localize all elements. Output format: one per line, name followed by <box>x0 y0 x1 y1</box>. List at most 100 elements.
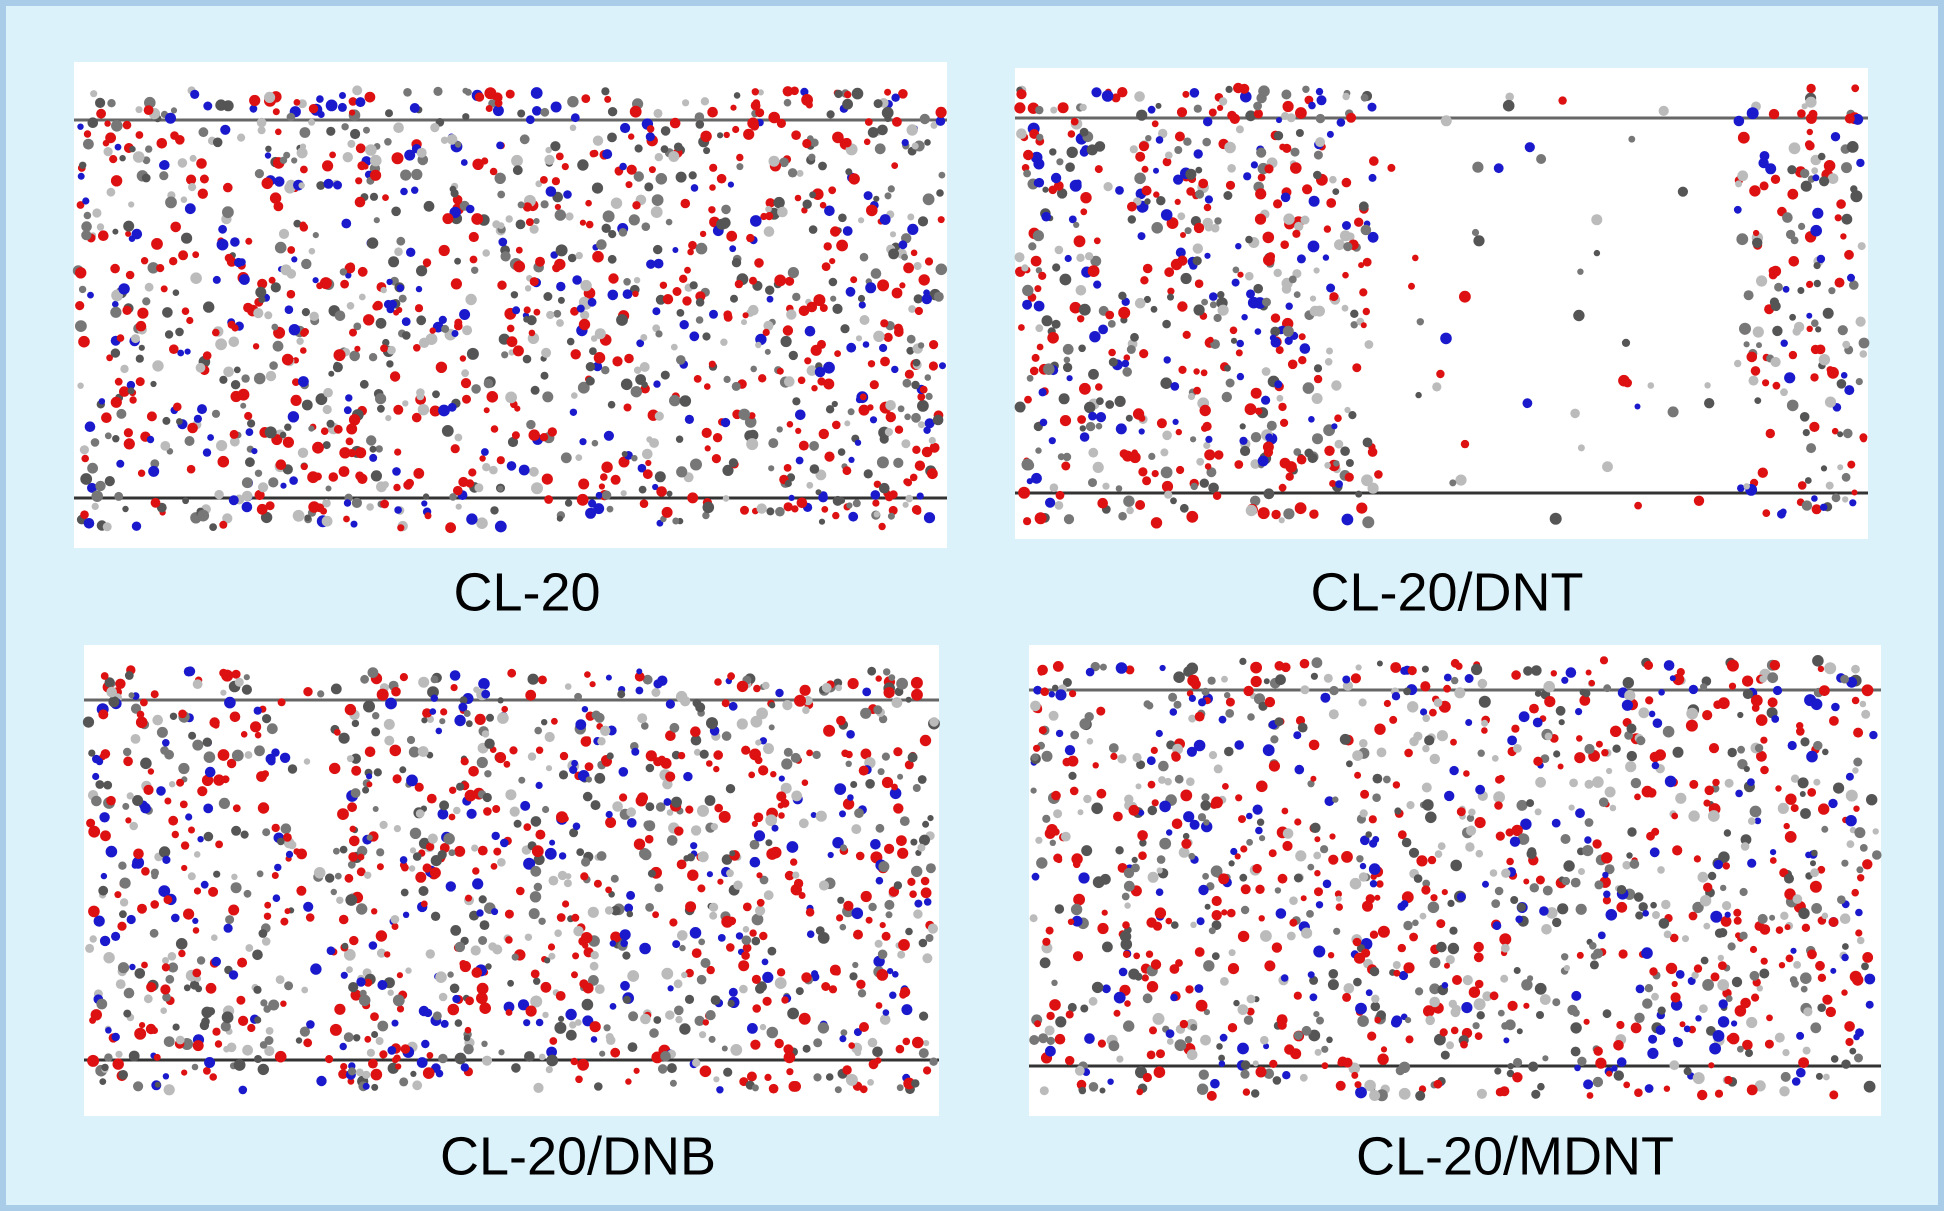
atom <box>1182 832 1190 840</box>
atom <box>1629 859 1640 869</box>
atom <box>1811 903 1822 914</box>
atom <box>826 110 835 119</box>
atom <box>146 982 157 993</box>
atom <box>1854 827 1866 839</box>
atom <box>404 149 416 161</box>
atom <box>1770 301 1781 312</box>
atom <box>868 902 877 912</box>
atom <box>1199 404 1211 417</box>
atom <box>540 107 550 117</box>
atom <box>460 757 469 766</box>
atom <box>1168 692 1178 702</box>
atom <box>589 1021 601 1033</box>
atom <box>1825 481 1834 490</box>
atom <box>904 413 911 421</box>
atom <box>1368 173 1377 182</box>
atom <box>1772 381 1781 390</box>
atom <box>1790 236 1799 245</box>
atom <box>370 470 382 482</box>
atom <box>1055 1016 1067 1028</box>
atom <box>158 885 171 897</box>
atom <box>1806 128 1814 136</box>
atom <box>1293 1031 1303 1040</box>
atom <box>512 306 521 315</box>
panel-label: CL-20/MDNT <box>1356 1126 1674 1186</box>
atom <box>1759 675 1767 683</box>
atom <box>402 400 409 407</box>
atom <box>721 915 734 928</box>
atom <box>1227 1022 1238 1033</box>
atom <box>476 982 489 995</box>
atom <box>1739 322 1751 335</box>
panel-label: CL-20/DNB <box>440 1126 716 1186</box>
atom <box>458 702 468 712</box>
atom <box>620 980 630 991</box>
atom <box>1415 391 1422 399</box>
atom <box>570 1057 579 1066</box>
atom <box>749 856 761 868</box>
atom <box>1841 1059 1851 1069</box>
atom <box>449 983 460 994</box>
atom <box>1754 743 1764 753</box>
atom <box>95 480 106 492</box>
atom <box>1337 1059 1345 1067</box>
atom <box>379 820 388 830</box>
atom <box>1061 461 1071 471</box>
atom <box>532 106 542 116</box>
atom <box>917 421 925 429</box>
atom <box>596 239 607 250</box>
atom <box>575 251 583 260</box>
atom <box>845 750 853 759</box>
atom <box>671 796 682 808</box>
atom <box>1034 512 1047 525</box>
atom <box>1746 107 1759 120</box>
atom <box>1444 790 1455 802</box>
atom <box>783 98 792 107</box>
atom <box>695 702 706 713</box>
atom <box>828 277 838 287</box>
atom <box>696 974 707 985</box>
atom <box>1762 509 1771 517</box>
atom <box>472 158 484 170</box>
atom <box>580 310 590 320</box>
atom <box>1073 221 1080 228</box>
atom <box>563 879 572 888</box>
atom <box>172 289 180 297</box>
atom <box>845 168 853 176</box>
atom <box>824 451 835 462</box>
atom <box>1085 667 1095 677</box>
atom <box>1374 1016 1381 1024</box>
atom <box>1513 744 1522 753</box>
atom <box>1406 801 1415 810</box>
atom <box>1412 919 1419 927</box>
atom <box>1444 962 1450 969</box>
atom <box>677 930 688 941</box>
atom <box>1494 801 1503 810</box>
atom <box>1270 735 1279 744</box>
atom <box>1824 662 1837 675</box>
atom <box>1184 1036 1193 1044</box>
atom <box>450 925 462 936</box>
atom <box>1033 685 1042 695</box>
atom <box>935 116 946 126</box>
atom <box>445 522 456 534</box>
atom <box>420 900 428 908</box>
atom <box>1752 237 1763 248</box>
atom <box>123 428 133 438</box>
atom <box>881 752 891 761</box>
atom <box>1324 358 1333 366</box>
atom <box>655 802 666 812</box>
atom <box>262 714 272 724</box>
atom <box>1475 849 1484 858</box>
atom <box>1285 302 1293 310</box>
atom <box>1677 186 1688 197</box>
atom <box>1630 1022 1642 1034</box>
atom <box>693 748 701 756</box>
atom <box>1161 480 1174 493</box>
atom <box>1787 740 1797 751</box>
atom <box>759 875 769 885</box>
atom <box>1227 110 1237 121</box>
atom <box>847 794 854 801</box>
atom <box>879 482 890 494</box>
atom <box>190 89 200 99</box>
